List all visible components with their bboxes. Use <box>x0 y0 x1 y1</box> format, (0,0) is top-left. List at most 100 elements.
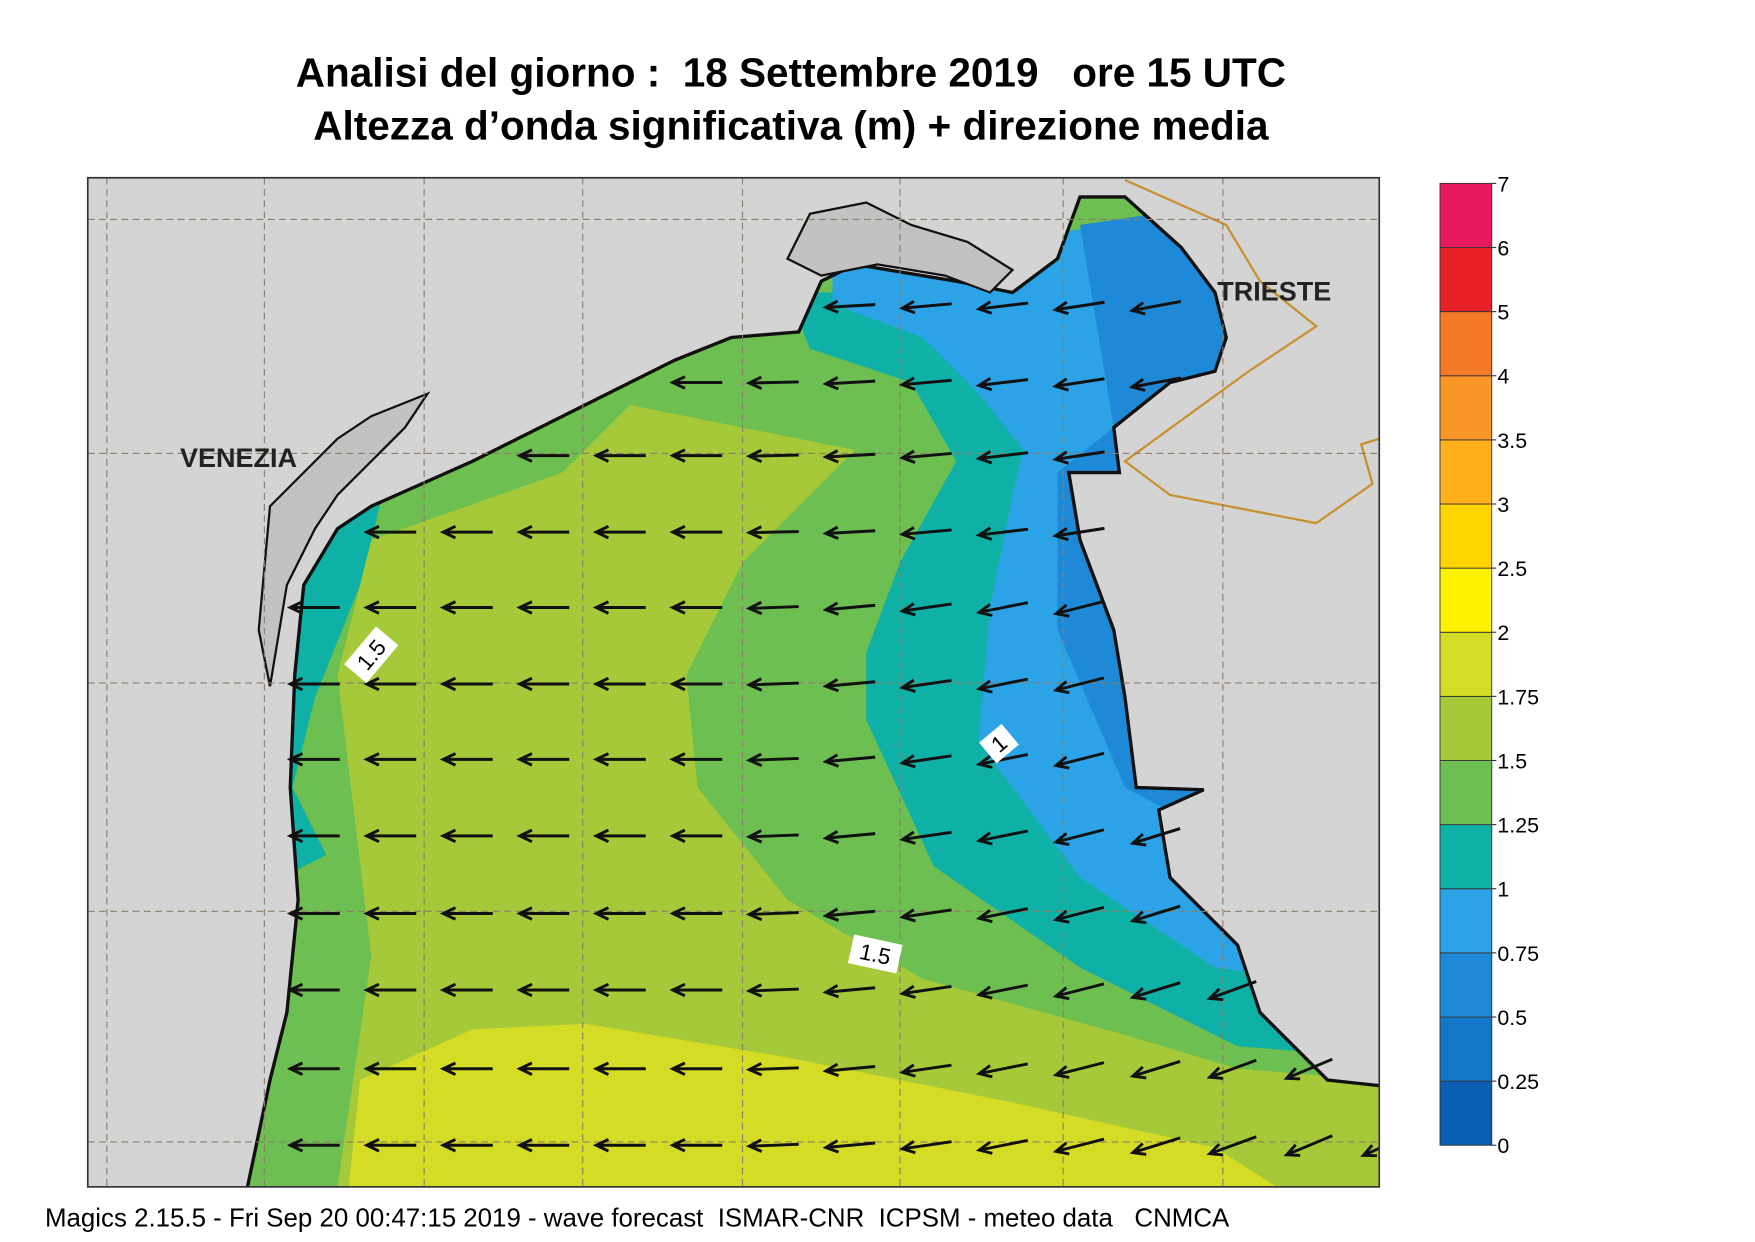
arrow <box>822 830 876 845</box>
arrow <box>516 600 570 615</box>
arrow <box>592 982 646 998</box>
arrow <box>1128 300 1182 316</box>
arrow <box>516 906 570 921</box>
arrow <box>592 828 646 843</box>
arrow <box>1052 828 1105 847</box>
arrow <box>286 600 340 615</box>
colorbar-label: 4 <box>1497 365 1509 389</box>
arrow <box>439 600 493 615</box>
colorbar-label: 5 <box>1497 301 1509 325</box>
arrow <box>669 1138 723 1153</box>
arrow <box>745 906 799 922</box>
colorbar-band <box>1439 1080 1493 1146</box>
arrow <box>822 984 876 999</box>
arrow <box>975 753 1029 769</box>
arrow <box>899 1063 952 1078</box>
arrow <box>439 1138 493 1153</box>
label-box <box>848 934 903 974</box>
arrow <box>669 600 723 615</box>
arrow <box>286 828 340 843</box>
colorbar-band <box>1439 247 1493 313</box>
arrow <box>822 299 876 314</box>
arrow <box>363 828 417 843</box>
arrow <box>363 1138 417 1153</box>
arrow <box>1283 1057 1333 1081</box>
colorbar-band <box>1439 567 1493 633</box>
arrow <box>975 907 1029 924</box>
arrow <box>1052 450 1105 465</box>
colorbar-label: 7 <box>1497 172 1509 196</box>
arrow <box>745 1138 799 1153</box>
arrow <box>1052 1137 1105 1156</box>
arrow <box>975 300 1029 315</box>
arrow <box>1129 827 1181 847</box>
arrow <box>975 677 1029 694</box>
colorbar-band <box>1439 311 1493 377</box>
title: Analisi del giorno : 18 Settembre 2019 o… <box>296 50 1286 96</box>
colorbar-label: 2.5 <box>1497 557 1527 581</box>
colorbar-label: 0.75 <box>1497 942 1539 966</box>
arrow <box>898 526 952 541</box>
arrow <box>822 525 876 540</box>
arrow <box>592 525 646 540</box>
arrow <box>363 525 417 540</box>
colorbar-label: 1.5 <box>1497 749 1527 773</box>
arrow <box>898 300 952 315</box>
arrow <box>439 982 493 998</box>
arrow <box>898 376 952 391</box>
arrow <box>669 375 723 390</box>
colorbar-band <box>1439 952 1493 1018</box>
arrow <box>1206 980 1257 1002</box>
arrow <box>286 752 340 767</box>
arrow <box>516 448 570 463</box>
arrow <box>516 676 570 692</box>
arrow <box>439 1061 493 1076</box>
arrow <box>975 983 1029 1000</box>
arrow <box>1052 1061 1105 1079</box>
arrow <box>592 676 646 692</box>
arrow <box>745 983 799 998</box>
arrow <box>592 448 646 463</box>
arrow <box>1129 981 1181 1001</box>
colorbar-label: 0.5 <box>1497 1006 1527 1030</box>
arrow <box>822 1139 876 1154</box>
arrow <box>822 376 876 391</box>
arrow <box>1052 526 1105 542</box>
arrow <box>822 601 876 616</box>
colorbar-label: 6 <box>1497 236 1509 260</box>
arrow <box>745 677 799 692</box>
arrow <box>439 525 493 540</box>
arrow <box>745 829 799 844</box>
arrow <box>669 525 723 540</box>
arrow <box>516 1061 570 1076</box>
colorbar-band <box>1439 439 1493 505</box>
colorbar-label: 1.75 <box>1497 685 1539 709</box>
arrow <box>592 600 646 615</box>
arrow <box>363 676 417 692</box>
arrow <box>822 753 876 768</box>
colorbar-band <box>1439 888 1493 954</box>
colorbar-label: 1.25 <box>1497 814 1539 838</box>
arrow <box>822 678 876 693</box>
arrow <box>745 375 799 390</box>
arrow <box>669 1061 723 1076</box>
arrow <box>1052 377 1105 392</box>
arrow <box>899 754 952 769</box>
arrow <box>669 676 723 692</box>
arrow <box>1206 1135 1257 1157</box>
arrow <box>899 984 952 999</box>
arrow <box>975 377 1029 392</box>
colorbar-band <box>1439 631 1493 697</box>
subtitle: Altezza d’onda significativa (m) + direz… <box>313 103 1269 149</box>
arrow <box>669 982 723 998</box>
place-label: TRIESTE <box>1217 276 1331 306</box>
lagoons <box>257 201 1015 687</box>
arrow <box>516 982 570 998</box>
contour-label: 1.5 <box>848 934 903 974</box>
arrow <box>745 525 799 540</box>
arrow <box>898 449 952 464</box>
arrow <box>286 1138 340 1153</box>
colorbar-label: 2 <box>1497 621 1509 645</box>
